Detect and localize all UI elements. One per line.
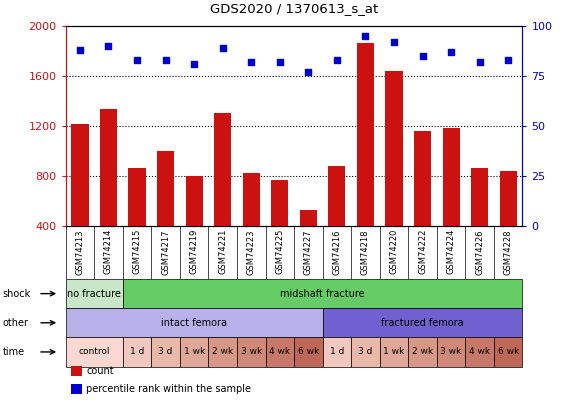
Point xyxy=(247,59,256,66)
Text: 1 wk: 1 wk xyxy=(383,347,405,356)
Point xyxy=(389,39,399,46)
Point xyxy=(447,49,456,55)
Text: GSM74215: GSM74215 xyxy=(132,229,142,275)
Point xyxy=(332,57,341,64)
Text: GSM74222: GSM74222 xyxy=(418,229,427,275)
Bar xyxy=(186,177,203,226)
Point xyxy=(218,45,227,51)
Text: fractured femora: fractured femora xyxy=(381,318,464,328)
Bar xyxy=(443,128,460,226)
Text: 1 wk: 1 wk xyxy=(183,347,205,356)
Bar xyxy=(500,171,517,226)
Text: GSM74223: GSM74223 xyxy=(247,229,256,275)
Text: shock: shock xyxy=(3,289,31,298)
Text: 1 d: 1 d xyxy=(130,347,144,356)
Text: GSM74218: GSM74218 xyxy=(361,229,370,275)
Bar xyxy=(128,168,146,226)
Text: GSM74224: GSM74224 xyxy=(447,229,456,275)
Bar xyxy=(414,131,431,226)
Point xyxy=(161,57,170,64)
Text: no fracture: no fracture xyxy=(67,289,121,298)
Text: GSM74216: GSM74216 xyxy=(332,229,341,275)
Text: 6 wk: 6 wk xyxy=(297,347,319,356)
Bar xyxy=(100,109,117,226)
Bar xyxy=(243,173,260,226)
Text: intact femora: intact femora xyxy=(161,318,227,328)
Point xyxy=(190,61,199,68)
Text: GSM74226: GSM74226 xyxy=(475,229,484,275)
Text: 3 wk: 3 wk xyxy=(440,347,462,356)
Text: percentile rank within the sample: percentile rank within the sample xyxy=(86,384,251,394)
Text: GSM74221: GSM74221 xyxy=(218,229,227,275)
Text: GSM74228: GSM74228 xyxy=(504,229,513,275)
Bar xyxy=(357,43,374,226)
Text: 1 d: 1 d xyxy=(329,347,344,356)
Text: control: control xyxy=(78,347,110,356)
Bar xyxy=(300,210,317,226)
Text: 3 wk: 3 wk xyxy=(240,347,262,356)
Text: GSM74213: GSM74213 xyxy=(75,229,85,275)
Text: midshaft fracture: midshaft fracture xyxy=(280,289,365,298)
Bar xyxy=(471,168,488,226)
Text: 4 wk: 4 wk xyxy=(270,347,290,356)
Bar xyxy=(71,124,89,226)
Text: GSM74227: GSM74227 xyxy=(304,229,313,275)
Text: GSM74219: GSM74219 xyxy=(190,229,199,275)
Text: GSM74217: GSM74217 xyxy=(161,229,170,275)
Text: time: time xyxy=(3,347,25,357)
Text: 6 wk: 6 wk xyxy=(497,347,519,356)
Point xyxy=(418,53,427,60)
Text: 4 wk: 4 wk xyxy=(469,347,490,356)
Text: GSM74225: GSM74225 xyxy=(275,229,284,275)
Point xyxy=(275,59,284,66)
Point xyxy=(75,47,85,53)
Text: 3 d: 3 d xyxy=(158,347,173,356)
Bar xyxy=(271,180,288,226)
Text: count: count xyxy=(86,366,114,375)
Bar xyxy=(157,151,174,226)
Text: GSM74220: GSM74220 xyxy=(389,229,399,275)
Point xyxy=(104,43,113,49)
Point xyxy=(132,57,142,64)
Text: 3 d: 3 d xyxy=(358,347,373,356)
Point xyxy=(504,57,513,64)
Text: 2 wk: 2 wk xyxy=(412,347,433,356)
Bar xyxy=(214,113,231,226)
Text: GSM74214: GSM74214 xyxy=(104,229,113,275)
Text: GDS2020 / 1370613_s_at: GDS2020 / 1370613_s_at xyxy=(210,2,378,15)
Point xyxy=(361,33,370,40)
Point xyxy=(304,69,313,76)
Point xyxy=(475,59,484,66)
Text: 2 wk: 2 wk xyxy=(212,347,233,356)
Bar xyxy=(385,71,403,226)
Text: other: other xyxy=(3,318,29,328)
Bar xyxy=(328,166,345,226)
